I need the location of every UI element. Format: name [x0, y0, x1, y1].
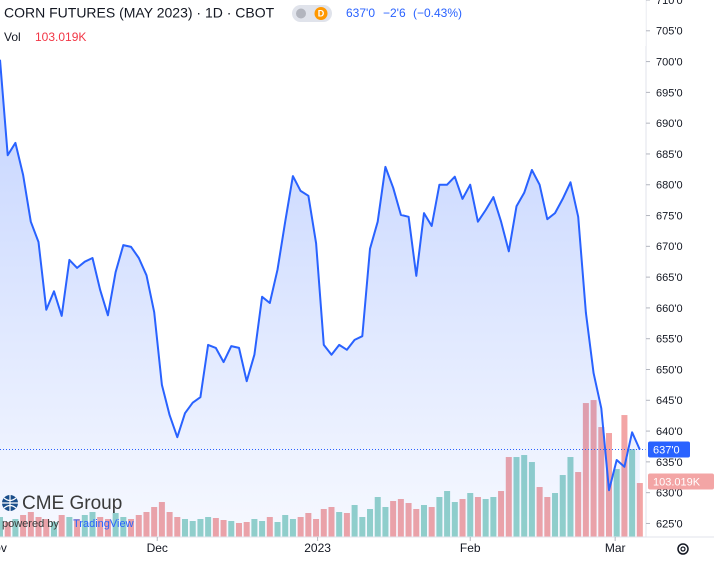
volume-label: Vol [4, 30, 21, 44]
x-tick-label: Dec [147, 541, 168, 555]
x-tick-label: 2023 [304, 541, 331, 555]
y-tick-label: 645'0 [656, 395, 683, 407]
badge-dot [296, 8, 306, 19]
y-tick-label: 685'0 [656, 149, 683, 161]
y-tick-label: 690'0 [656, 118, 683, 130]
y-tick-label: 675'0 [656, 210, 683, 222]
volume-bar [636, 483, 643, 537]
badge-circle [314, 7, 328, 20]
y-tick-label: 660'0 [656, 303, 683, 315]
gear-hub [680, 546, 686, 552]
x-tick-label: Feb [460, 541, 481, 555]
last-price: 637'0 [346, 6, 375, 20]
y-tick-label: 670'0 [656, 241, 683, 253]
interval-badge: D [318, 8, 325, 18]
y-tick-label: 700'0 [656, 56, 683, 68]
y-tick-label: 710'0 [656, 0, 683, 7]
x-tick-label: Nov [0, 541, 7, 555]
volume-tag [648, 473, 714, 490]
y-tick-label: 665'0 [656, 272, 683, 284]
y-tick-label: 650'0 [656, 364, 683, 376]
plot-area [0, 59, 646, 537]
last-price-tag-text: 637'0 [653, 444, 680, 456]
logo-text: CME Group [22, 493, 122, 514]
logo: CME Group powered by TradingView [2, 493, 134, 530]
y-tick-label: 625'0 [656, 518, 683, 530]
chart-title: CORN FUTURES (MAY 2023) · 1D · CBOT [4, 5, 275, 21]
y-tick-label: 680'0 [656, 180, 683, 192]
y-tick-label: 705'0 [656, 26, 683, 38]
volume-tag-text: 103.019K [653, 476, 701, 488]
y-tick-label: 630'0 [656, 488, 683, 500]
settings-icon[interactable] [677, 543, 689, 555]
powered-by: powered by [2, 518, 59, 530]
change-pct: (−0.43%) [413, 6, 462, 20]
provider: TradingView [73, 518, 134, 530]
y-tick-label: 635'0 [656, 457, 683, 469]
logo-globe-lines [2, 495, 18, 511]
last-price-tag [648, 441, 690, 458]
gear[interactable] [677, 543, 689, 555]
change: −2'6 [383, 6, 406, 20]
y-tick-label: 640'0 [656, 426, 683, 438]
overlay: CORN FUTURES (MAY 2023) · 1D · CBOT D 63… [2, 4, 689, 555]
y-tick-label: 695'0 [656, 87, 683, 99]
volume-value: 103.019K [35, 30, 86, 44]
price-line [0, 59, 641, 492]
y-tick-label: 655'0 [656, 334, 683, 346]
x-tick-label: Mar [605, 541, 626, 555]
